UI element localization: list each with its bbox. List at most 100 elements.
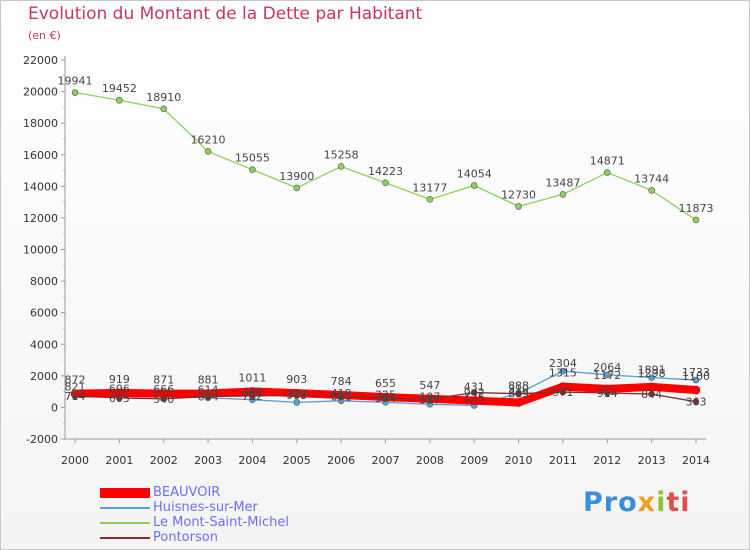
data-label: 125: [464, 391, 485, 404]
data-label: 14054: [457, 167, 492, 180]
data-label: 19452: [102, 82, 137, 95]
x-tick-label: 2014: [682, 454, 710, 467]
data-label: 547: [419, 379, 440, 392]
chart-title: Evolution du Montant de la Dette par Hab…: [28, 4, 423, 24]
data-label: 942: [464, 387, 485, 400]
data-point: [71, 392, 79, 400]
x-tick-label: 2006: [327, 454, 355, 467]
data-label: 197: [419, 390, 440, 403]
proxiti-logo: Proxiti: [583, 487, 691, 518]
x-tick-label: 2007: [372, 454, 400, 467]
data-point: [692, 398, 700, 405]
data-label: 13487: [545, 176, 580, 189]
data-label: 903: [286, 373, 307, 386]
data-label: 15055: [235, 152, 270, 165]
y-tick-label: 2000: [30, 370, 58, 383]
data-point: [648, 390, 655, 398]
data-label: 914: [597, 387, 618, 400]
data-label: 13744: [634, 172, 669, 185]
data-point: [249, 166, 256, 173]
data-label: 1172: [593, 369, 621, 382]
data-label: 325: [375, 388, 396, 401]
data-point: [426, 196, 434, 203]
data-label: 869: [508, 388, 529, 401]
data-point: [559, 191, 567, 198]
data-point: [382, 394, 389, 402]
data-label: 605: [109, 392, 130, 405]
legend-swatch-huisnes: [100, 506, 150, 509]
data-label: 419: [331, 387, 352, 400]
legend-swatch-mont-saint-michel: [100, 521, 150, 524]
x-tick-label: 2011: [549, 454, 577, 467]
data-label: 614: [198, 384, 219, 397]
legend-label: Huisnes-sur-Mer: [153, 500, 258, 515]
data-label: 13177: [412, 181, 447, 194]
data-label: 16210: [191, 133, 226, 146]
data-label: 821: [65, 380, 86, 393]
logo-part: Pro: [583, 487, 638, 518]
legend-label: BEAUVOIR: [153, 485, 221, 500]
data-label: 1100: [682, 370, 710, 383]
data-point: [293, 391, 301, 399]
logo-part: i: [656, 487, 667, 518]
x-tick-label: 2003: [194, 454, 222, 467]
y-tick-label: 20000: [23, 86, 58, 99]
y-tick-label: 22000: [23, 54, 58, 67]
y-tick-label: 10000: [23, 244, 58, 257]
legend-swatch-beauvoir: [100, 487, 150, 498]
data-point: [559, 388, 567, 396]
data-point: [204, 393, 212, 400]
data-point: [470, 182, 478, 189]
data-point: [559, 367, 567, 375]
data-point: [603, 371, 611, 379]
data-label: 363: [686, 396, 707, 409]
data-label: 919: [109, 373, 130, 386]
data-point: [160, 395, 168, 403]
logo-part: ti: [666, 487, 691, 518]
data-label: 871: [153, 374, 174, 387]
legend-item-huisnes: Huisnes-sur-Mer: [100, 500, 289, 515]
data-point: [469, 396, 479, 405]
data-point: [692, 376, 700, 384]
data-label: 784: [331, 375, 352, 388]
data-label: 722: [242, 390, 263, 403]
line-chart: -2000 0 2000 4000 6000 8000 10000 12000 14000 160…: [23, 54, 714, 467]
data-point: [648, 187, 655, 194]
data-label: 1011: [238, 371, 266, 384]
x-tick-label: 2004: [238, 454, 266, 467]
data-label: 594: [375, 392, 396, 405]
data-label: 14223: [368, 165, 403, 178]
data-label: 1315: [549, 367, 577, 380]
x-tick-label: 2013: [638, 454, 666, 467]
y-tick-label: -2000: [26, 433, 58, 446]
data-point: [204, 148, 212, 155]
data-label: 971: [552, 386, 573, 399]
y-tick-label: 12000: [23, 212, 58, 225]
data-label: 691: [331, 391, 352, 404]
legend: BEAUVOIR Huisnes-sur-Mer Le Mont-Saint-M…: [100, 485, 289, 545]
data-label: 1298: [638, 367, 666, 380]
legend-label: Pontorson: [153, 530, 218, 545]
data-label: 517: [419, 393, 440, 406]
y-tick-label: 18000: [23, 117, 58, 130]
x-tick-label: 2009: [460, 454, 488, 467]
y-tick-label: 14000: [23, 180, 58, 193]
x-tick-label: 2000: [61, 454, 89, 467]
data-label: 773: [286, 389, 307, 402]
data-point: [293, 184, 301, 192]
data-point: [293, 399, 301, 406]
data-label: 14871: [590, 155, 625, 168]
data-label: 540: [153, 393, 174, 406]
data-label: 15258: [324, 148, 359, 161]
data-point: [603, 169, 611, 176]
data-point: [648, 374, 655, 381]
data-point: [603, 389, 611, 397]
data-label: 655: [375, 377, 396, 390]
legend-item-mont-saint-michel: Le Mont-Saint-Michel: [100, 515, 289, 530]
data-point: [691, 385, 701, 395]
x-tick-label: 2005: [283, 454, 311, 467]
data-point: [514, 398, 523, 407]
data-point: [382, 179, 389, 187]
legend-item-pontorson: Pontorson: [100, 530, 289, 545]
